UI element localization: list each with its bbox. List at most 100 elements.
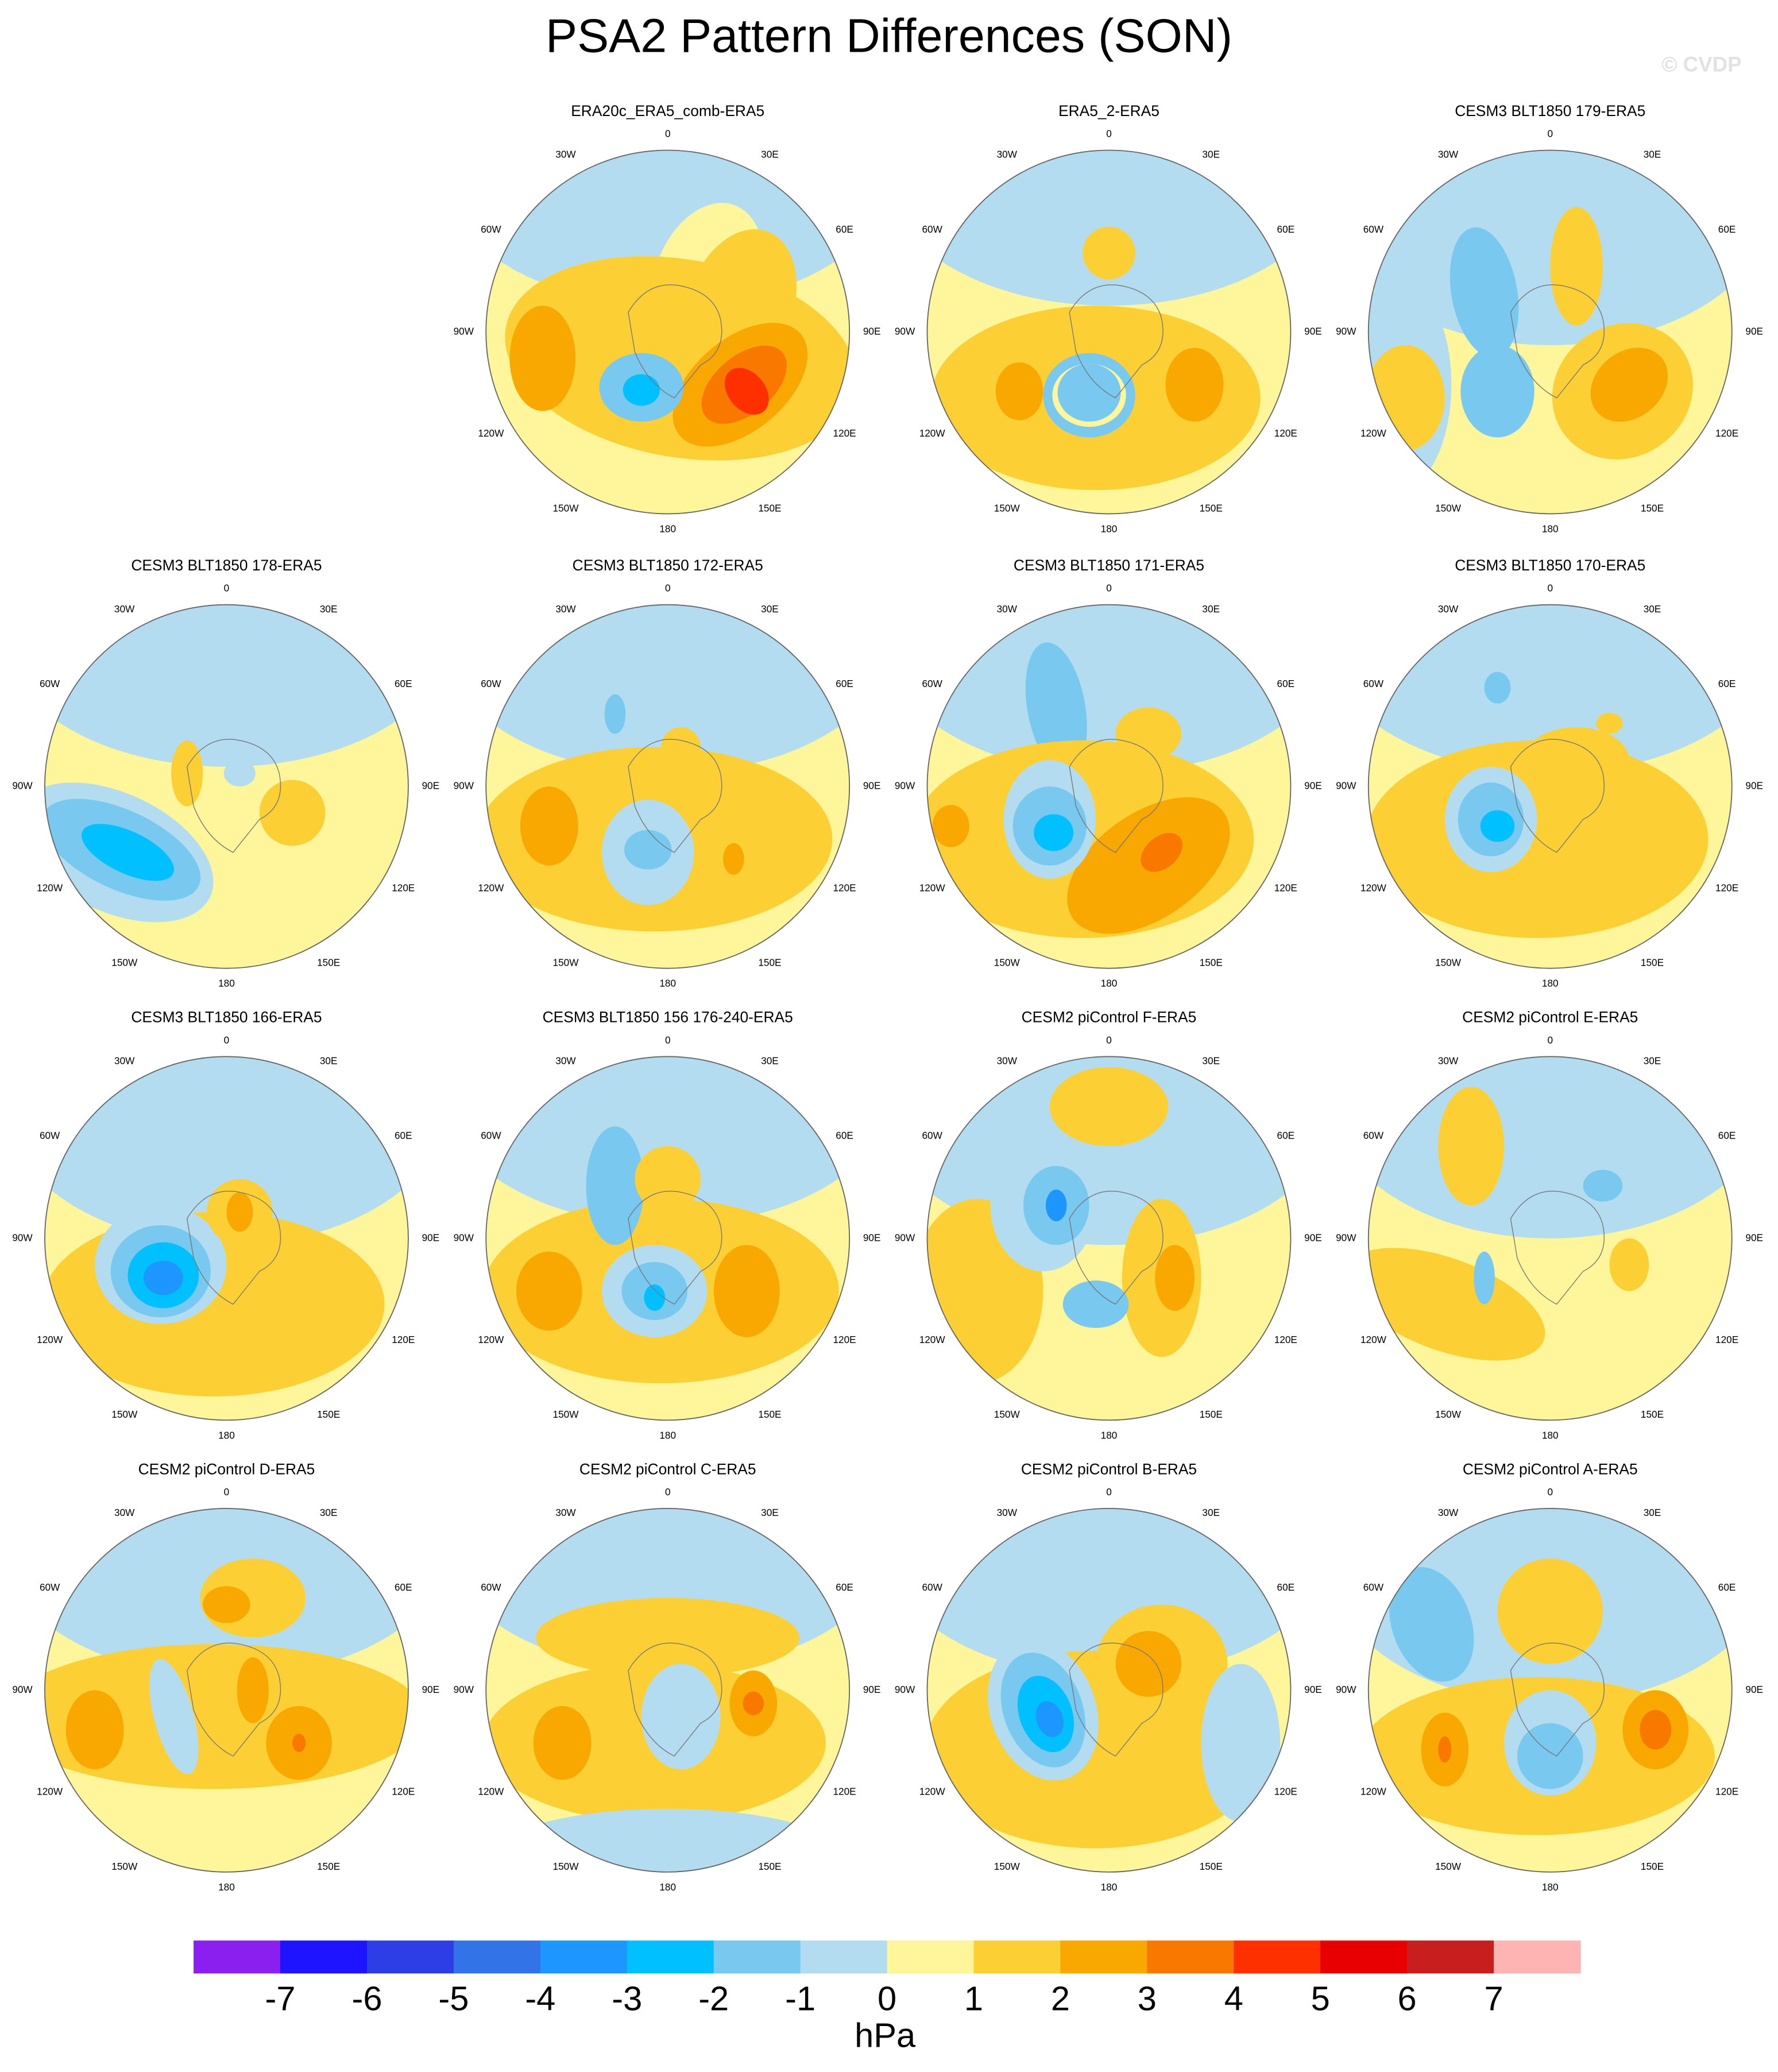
longitude-label: 30W bbox=[997, 149, 1018, 160]
coastline bbox=[628, 1642, 722, 1757]
contour-region bbox=[927, 150, 1291, 306]
longitude-label: 30W bbox=[1438, 1055, 1459, 1066]
colorbar-label: 1 bbox=[964, 1979, 983, 2017]
contour-region bbox=[223, 760, 256, 787]
contour-region bbox=[624, 829, 672, 870]
figure-title: PSA2 Pattern Differences (SON) bbox=[546, 10, 1232, 63]
contour-region bbox=[1141, 832, 1182, 872]
coastline bbox=[186, 1642, 281, 1757]
longitude-label: 120E bbox=[833, 1786, 856, 1797]
longitude-label: 90W bbox=[1336, 1684, 1356, 1695]
longitude-label: 150E bbox=[1641, 1409, 1664, 1420]
longitude-label: 30E bbox=[1644, 1507, 1661, 1518]
contour-region bbox=[932, 805, 969, 847]
longitude-label: 180 bbox=[1101, 978, 1118, 989]
longitude-label: 120E bbox=[833, 1334, 856, 1345]
longitude-label: 90E bbox=[863, 780, 881, 792]
longitude-label: 30W bbox=[1438, 1507, 1459, 1518]
longitude-label: 60W bbox=[1363, 1130, 1384, 1141]
longitude-label: 120E bbox=[392, 1786, 415, 1797]
longitude-label: 120W bbox=[478, 1334, 504, 1345]
longitude-label: 0 bbox=[224, 1486, 230, 1498]
longitude-label: 60E bbox=[836, 1581, 853, 1593]
colorbar-box bbox=[887, 1940, 975, 1974]
longitude-label: 120E bbox=[833, 882, 856, 893]
longitude-label: 0 bbox=[665, 1486, 671, 1498]
contour-region bbox=[1062, 1280, 1129, 1328]
longitude-label: 90E bbox=[863, 326, 881, 337]
longitude-label: 90W bbox=[454, 1684, 474, 1695]
longitude-label: 120W bbox=[37, 882, 63, 893]
longitude-label: 120W bbox=[1360, 882, 1387, 893]
longitude-label: 150E bbox=[1641, 1861, 1664, 1872]
longitude-label: 180 bbox=[1101, 523, 1118, 535]
longitude-label: 90E bbox=[422, 1684, 440, 1695]
longitude-label: 150W bbox=[553, 1861, 579, 1872]
panel-title: CESM3 BLT1850 170-ERA5 bbox=[1455, 557, 1645, 574]
longitude-label: 150W bbox=[553, 502, 579, 514]
contour-region bbox=[149, 1659, 199, 1774]
longitude-label: 0 bbox=[665, 582, 671, 594]
longitude-label: 60E bbox=[1277, 1130, 1295, 1141]
map-panel bbox=[927, 1508, 1291, 1872]
contour-region bbox=[1201, 1664, 1281, 1822]
longitude-label: 120E bbox=[1274, 1786, 1297, 1797]
longitude-label: 120W bbox=[37, 1786, 63, 1797]
contour-region bbox=[1517, 1723, 1583, 1789]
map-panel bbox=[1368, 604, 1732, 969]
longitude-label: 60E bbox=[1277, 678, 1295, 689]
colorbar-box bbox=[800, 1940, 888, 1974]
contour-region bbox=[509, 306, 576, 411]
longitude-label: 180 bbox=[1542, 1881, 1559, 1893]
longitude-label: 150E bbox=[1641, 957, 1664, 969]
longitude-label: 0 bbox=[665, 1034, 671, 1045]
contour-region bbox=[995, 362, 1043, 420]
colorbar-box bbox=[627, 1940, 714, 1974]
longitude-label: 120E bbox=[1715, 1786, 1738, 1797]
longitude-label: 60E bbox=[1277, 223, 1295, 235]
colorbar-label: -7 bbox=[265, 1979, 296, 2017]
longitude-label: 60W bbox=[481, 1581, 501, 1593]
contour-region bbox=[723, 843, 744, 875]
longitude-label: 60W bbox=[40, 1130, 60, 1141]
contour-region bbox=[259, 780, 326, 846]
colorbar-box bbox=[1320, 1940, 1408, 1974]
longitude-label: 60W bbox=[922, 1130, 942, 1141]
contour-region bbox=[44, 1056, 408, 1245]
contour-region bbox=[1450, 227, 1519, 358]
contour-region bbox=[1155, 1245, 1195, 1311]
contour-region bbox=[743, 1691, 764, 1715]
map-border bbox=[485, 1507, 851, 1873]
longitude-label: 180 bbox=[1101, 1881, 1118, 1893]
longitude-label: 60E bbox=[1718, 1130, 1736, 1141]
panel-title: CESM3 BLT1850 156 176-240-ERA5 bbox=[543, 1009, 793, 1026]
longitude-label: 90W bbox=[895, 780, 915, 792]
longitude-label: 120W bbox=[919, 1786, 946, 1797]
longitude-label: 60W bbox=[481, 678, 501, 689]
coastline bbox=[1510, 739, 1605, 853]
coastline bbox=[186, 1190, 281, 1305]
longitude-label: 120W bbox=[919, 1334, 946, 1345]
longitude-label: 90E bbox=[1304, 780, 1322, 792]
contour-region bbox=[1368, 1248, 1545, 1361]
coastline bbox=[628, 284, 722, 399]
longitude-label: 0 bbox=[1106, 582, 1112, 594]
contour-region bbox=[1368, 1056, 1732, 1238]
contour-region bbox=[1025, 642, 1087, 773]
longitude-label: 60E bbox=[1718, 678, 1736, 689]
longitude-label: 60E bbox=[395, 1130, 412, 1141]
longitude-label: 60E bbox=[395, 1581, 412, 1593]
longitude-label: 60E bbox=[395, 678, 412, 689]
longitude-label: 180 bbox=[218, 1881, 235, 1893]
contour-region bbox=[586, 1126, 644, 1245]
map-panel bbox=[927, 604, 1291, 969]
longitude-label: 90E bbox=[1745, 1232, 1763, 1243]
longitude-label: 150W bbox=[994, 1409, 1021, 1420]
contour-region bbox=[533, 1706, 592, 1780]
longitude-label: 120W bbox=[1360, 427, 1387, 439]
longitude-label: 180 bbox=[1542, 1429, 1559, 1441]
contour-region bbox=[1596, 712, 1623, 734]
longitude-label: 30E bbox=[761, 149, 779, 160]
contour-region bbox=[1115, 1631, 1182, 1697]
